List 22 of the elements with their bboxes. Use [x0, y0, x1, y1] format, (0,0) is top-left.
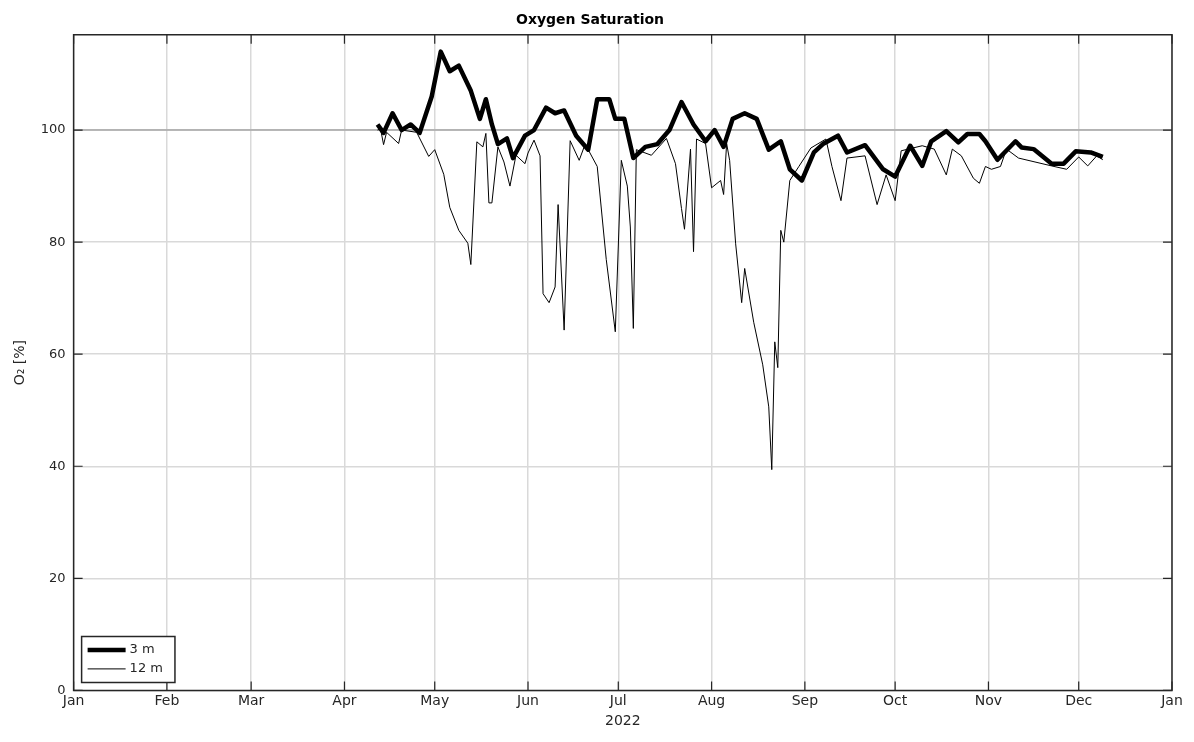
y-tick-label: 20: [49, 569, 66, 585]
y-tick-label: 80: [49, 233, 66, 249]
y-tick-label: 40: [49, 457, 66, 473]
legend-label: 12 m: [129, 660, 163, 676]
x-tick-label: Aug: [697, 692, 726, 709]
x-tick-label: Dec: [1065, 692, 1093, 709]
x-tick-label: Jun: [516, 692, 539, 709]
x-tick-label: Apr: [332, 692, 357, 709]
x-tick-label: May: [420, 692, 450, 709]
x-tick-label: Jul: [608, 692, 627, 709]
legend-label: 3 m: [129, 641, 155, 657]
y-tick-label: 60: [49, 345, 66, 361]
x-tick-label: Sep: [791, 692, 819, 709]
x-tick-label: Feb: [154, 692, 180, 709]
chart-title: Oxygen Saturation: [515, 11, 665, 28]
y-axis-title: O₂ [%]: [11, 339, 28, 386]
x-tick-label: Oct: [883, 692, 908, 709]
y-tick-label: 100: [40, 121, 66, 137]
x-tick-label: Jan: [1160, 692, 1183, 709]
x-tick-label: Nov: [974, 692, 1003, 709]
x-axis-title: 2022: [604, 712, 641, 729]
x-tick-label: Mar: [237, 692, 265, 709]
